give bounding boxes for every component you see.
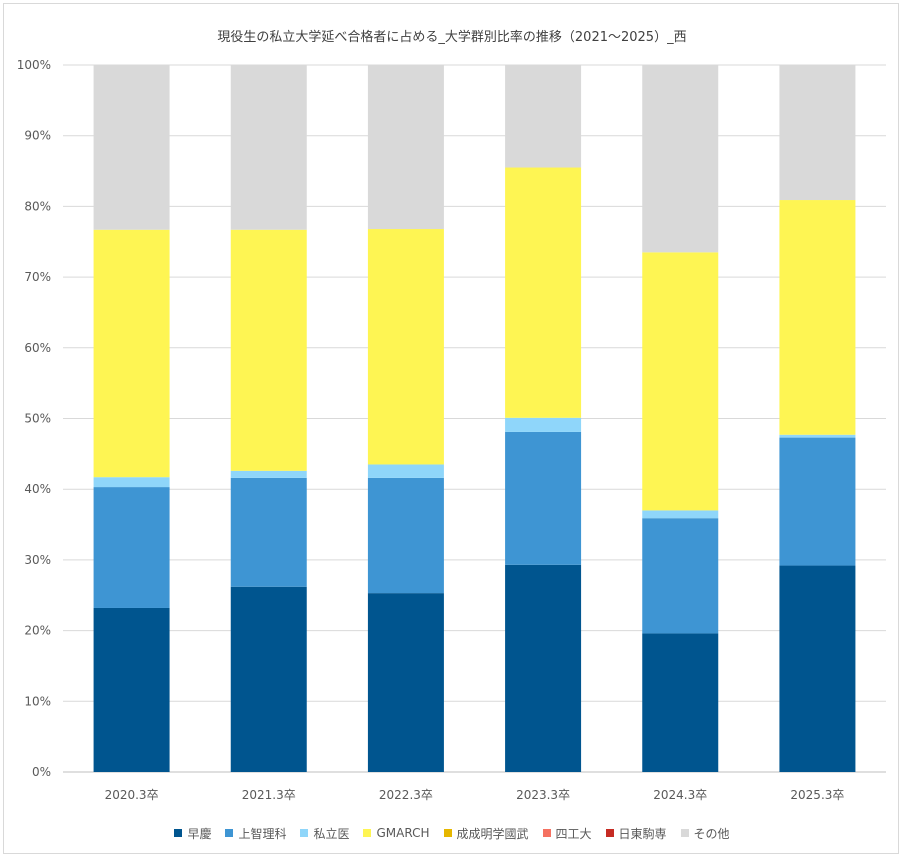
chart-title: 現役生の私立大学延べ合格者に占める_大学群別比率の推移（2021～2025）_西 bbox=[217, 30, 687, 45]
legend-item: GMARCH bbox=[363, 826, 430, 840]
bar-segment bbox=[93, 487, 170, 608]
chart-frame: 現役生の私立大学延べ合格者に占める_大学群別比率の推移（2021～2025）_西… bbox=[3, 3, 899, 854]
legend-item: 私立医 bbox=[300, 825, 349, 842]
y-tick-label: 80% bbox=[24, 199, 51, 213]
x-tick-label: 2025.3卒 bbox=[790, 788, 844, 802]
bar-segment bbox=[367, 464, 444, 478]
legend-swatch bbox=[225, 829, 234, 837]
bar-segment bbox=[505, 417, 582, 432]
bar-segment bbox=[642, 252, 719, 511]
y-tick-label: 50% bbox=[24, 412, 51, 426]
chart-plot: 0% 10% 20% 30% 40% 50% 60% 70% 80% 90% 100% 2020.3卒… bbox=[17, 58, 886, 802]
bar-segment bbox=[642, 510, 719, 519]
y-tick-label: 60% bbox=[24, 341, 51, 355]
x-tick-label: 2023.3卒 bbox=[516, 788, 570, 802]
bar-segment bbox=[93, 229, 170, 478]
legend-label: GMARCH bbox=[376, 826, 430, 840]
legend-item: 早慶 bbox=[174, 825, 211, 842]
bar-segment bbox=[779, 565, 856, 772]
bar-segment bbox=[367, 593, 444, 772]
bar-segment bbox=[642, 65, 719, 253]
bar-segment bbox=[642, 633, 719, 772]
legend-label: 上智理科 bbox=[238, 826, 287, 841]
x-tick-label: 2020.3卒 bbox=[105, 788, 159, 802]
bar-segment bbox=[93, 477, 170, 488]
bar-segment bbox=[505, 431, 582, 565]
bar-segment bbox=[93, 607, 170, 772]
legend-swatch bbox=[680, 829, 689, 837]
bar-segment bbox=[93, 65, 170, 230]
y-tick-label: 20% bbox=[24, 624, 51, 638]
legend-label: 日東駒専 bbox=[618, 826, 667, 841]
bar-segment bbox=[505, 564, 582, 772]
legend-item: 上智理科 bbox=[225, 825, 286, 842]
bar-segment bbox=[367, 477, 444, 594]
y-tick-label: 10% bbox=[24, 694, 51, 708]
legend-swatch bbox=[443, 829, 452, 837]
x-tick-label: 2022.3卒 bbox=[379, 788, 433, 802]
legend-swatch bbox=[363, 829, 372, 837]
legend-item: 成成明学國武 bbox=[443, 825, 529, 842]
x-tick-label: 2021.3卒 bbox=[242, 788, 296, 802]
bar-segment bbox=[505, 65, 582, 168]
legend-swatch bbox=[605, 829, 614, 837]
legend-swatch bbox=[300, 829, 309, 837]
bar-segment bbox=[505, 167, 582, 418]
legend-label: 早慶 bbox=[187, 826, 212, 841]
legend-label: 成成明学國武 bbox=[456, 826, 529, 841]
bar-segment bbox=[779, 434, 856, 438]
x-tick-label: 2024.3卒 bbox=[653, 788, 707, 802]
y-tick-label: 100% bbox=[17, 58, 51, 72]
y-tick-label: 30% bbox=[24, 553, 51, 567]
legend-item: 日東駒専 bbox=[605, 825, 667, 842]
y-tick-label: 0% bbox=[32, 765, 51, 779]
bar-segment bbox=[230, 477, 307, 587]
legend-item: その他 bbox=[680, 825, 730, 842]
bar-segment bbox=[779, 200, 856, 435]
legend-swatch bbox=[174, 829, 183, 837]
bar-segment bbox=[779, 65, 856, 201]
legend-swatch bbox=[542, 829, 551, 837]
bar-segment bbox=[367, 65, 444, 230]
bar-segment bbox=[230, 65, 307, 230]
bar-segment bbox=[779, 437, 856, 566]
legend-label: その他 bbox=[693, 826, 730, 841]
y-tick-label: 70% bbox=[24, 270, 51, 284]
chart-legend: 早慶 上智理科 私立医 GMARCH 成成明学國武 四工大 日東駒専 その他 bbox=[4, 823, 900, 843]
y-tick-label: 90% bbox=[24, 129, 51, 143]
legend-item: 四工大 bbox=[542, 825, 592, 842]
y-tick-label: 40% bbox=[24, 482, 51, 496]
bar-segment bbox=[642, 518, 719, 634]
legend-label: 私立医 bbox=[313, 826, 350, 841]
legend-label: 四工大 bbox=[555, 826, 592, 841]
bar-segment bbox=[230, 586, 307, 772]
bar-segment bbox=[230, 229, 307, 471]
bar-segment bbox=[230, 470, 307, 478]
bar-segment bbox=[367, 229, 444, 465]
